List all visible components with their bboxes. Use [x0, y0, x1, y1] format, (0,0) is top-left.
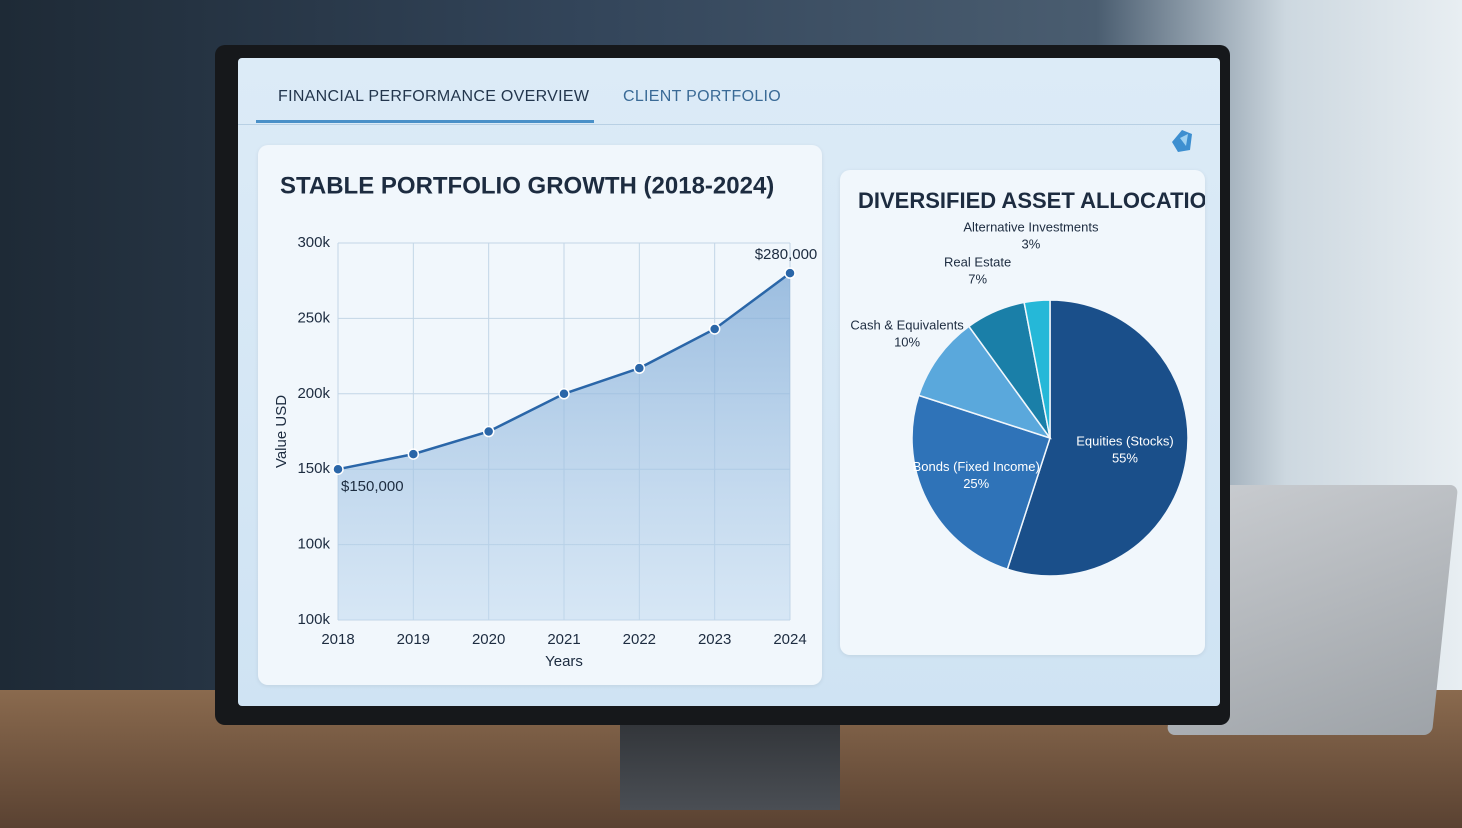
- x-tick-label: 2020: [472, 631, 505, 648]
- area-chart: STABLE PORTFOLIO GROWTH (2018-2024) 100k 1…: [273, 172, 818, 670]
- slice-label: Cash & Equivalents: [850, 318, 964, 333]
- tab[interactable]: FINANCIAL PERFORMANCE OVERVIEW: [278, 88, 590, 105]
- y-tick-label: 300k: [297, 234, 330, 251]
- pie-slice: [1023, 299, 1051, 439]
- screen: FINANCIAL PERFORMANCE OVERVIEW CLIENT PO…: [238, 58, 1220, 706]
- growth-panel: STABLE PORTFOLIO GROWTH (2018-2024) 100k 1…: [258, 145, 822, 685]
- slice-value: 10%: [894, 335, 920, 350]
- point: [633, 362, 646, 374]
- pie-slice: [911, 394, 1051, 571]
- pie-slice: [1006, 299, 1189, 577]
- x-axis-label: Years: [545, 653, 583, 670]
- slice-label: Bonds (Fixed Income): [913, 459, 1040, 474]
- allocation-panel: DIVERSIFIED ASSET ALLOCATION Equities (St…: [840, 170, 1220, 655]
- tab[interactable]: CLIENT PORTFOLIO: [623, 88, 782, 105]
- chart-title: STABLE PORTFOLIO GROWTH (2018-2024): [280, 172, 774, 199]
- tab-indicator: [256, 120, 594, 123]
- y-tick-label: 150k: [297, 460, 330, 477]
- y-axis-label: Value USD: [273, 395, 290, 468]
- slice-value: 25%: [963, 476, 989, 491]
- point: [784, 267, 796, 279]
- x-tick-label: 2019: [397, 631, 430, 648]
- y-tick-label: 100k: [297, 611, 330, 628]
- x-tick-label: 2024: [773, 631, 806, 648]
- data-label: $280,000: [755, 246, 818, 263]
- x-tick-label: 2018: [321, 631, 354, 648]
- pie-chart: DIVERSIFIED ASSET ALLOCATION Equities (St…: [850, 188, 1220, 577]
- slice-label: Equities (Stocks): [1076, 433, 1174, 448]
- data-label: $150,000: [341, 478, 404, 495]
- y-tick-label: 250k: [297, 309, 330, 326]
- slice-value: 7%: [968, 271, 987, 286]
- point: [482, 425, 495, 438]
- x-tick-label: 2022: [623, 631, 656, 648]
- slice-value: 55%: [1112, 450, 1138, 465]
- area: [338, 273, 790, 620]
- chart-title: DIVERSIFIED ASSET ALLOCATION: [858, 188, 1205, 213]
- slice-value: 3%: [1022, 236, 1041, 251]
- logo: [1172, 130, 1192, 152]
- y-tick-label: 200k: [297, 385, 330, 402]
- point: [708, 323, 721, 335]
- point: [332, 463, 344, 475]
- slice-label: Alternative Investments: [963, 219, 1099, 234]
- point: [558, 388, 570, 400]
- x-tick-label: 2023: [698, 631, 731, 648]
- y-tick-label: 100k: [297, 536, 330, 553]
- point: [407, 448, 420, 460]
- x-tick-label: 2021: [547, 631, 580, 648]
- pie-slice: [917, 325, 1052, 440]
- slice-label: Real Estate: [944, 254, 1011, 269]
- tab-divider: [238, 124, 1220, 125]
